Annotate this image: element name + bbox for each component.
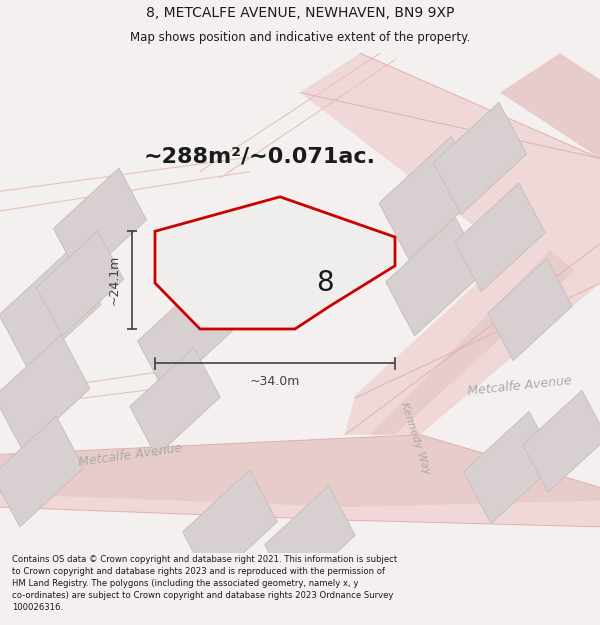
- Text: ~24.1m: ~24.1m: [107, 255, 121, 305]
- Polygon shape: [523, 391, 600, 492]
- Polygon shape: [155, 197, 395, 329]
- Text: Kennedy Way: Kennedy Way: [398, 401, 431, 476]
- Polygon shape: [182, 470, 277, 584]
- Polygon shape: [500, 53, 600, 158]
- Polygon shape: [433, 102, 527, 214]
- Polygon shape: [300, 53, 600, 277]
- Polygon shape: [0, 335, 90, 451]
- Polygon shape: [0, 435, 600, 507]
- Polygon shape: [386, 217, 484, 336]
- Text: Metcalfe Avenue: Metcalfe Avenue: [77, 442, 183, 469]
- Polygon shape: [0, 416, 84, 527]
- Polygon shape: [370, 251, 575, 435]
- Polygon shape: [345, 244, 600, 435]
- Text: Contains OS data © Crown copyright and database right 2021. This information is : Contains OS data © Crown copyright and d…: [12, 554, 397, 612]
- Polygon shape: [0, 435, 600, 527]
- Polygon shape: [265, 486, 355, 594]
- Polygon shape: [130, 348, 220, 456]
- Text: 8: 8: [316, 269, 334, 297]
- Text: ~34.0m: ~34.0m: [250, 376, 300, 388]
- Text: ~288m²/~0.071ac.: ~288m²/~0.071ac.: [144, 147, 376, 167]
- Text: 8, METCALFE AVENUE, NEWHAVEN, BN9 9XP: 8, METCALFE AVENUE, NEWHAVEN, BN9 9XP: [146, 6, 454, 20]
- Text: Metcalfe Avenue: Metcalfe Avenue: [467, 374, 573, 398]
- Polygon shape: [379, 137, 481, 259]
- Polygon shape: [53, 168, 146, 280]
- Polygon shape: [488, 259, 572, 361]
- Polygon shape: [137, 279, 232, 393]
- Text: Map shows position and indicative extent of the property.: Map shows position and indicative extent…: [130, 31, 470, 44]
- Polygon shape: [0, 249, 101, 371]
- Polygon shape: [455, 183, 545, 291]
- Polygon shape: [463, 411, 557, 524]
- Polygon shape: [37, 231, 124, 336]
